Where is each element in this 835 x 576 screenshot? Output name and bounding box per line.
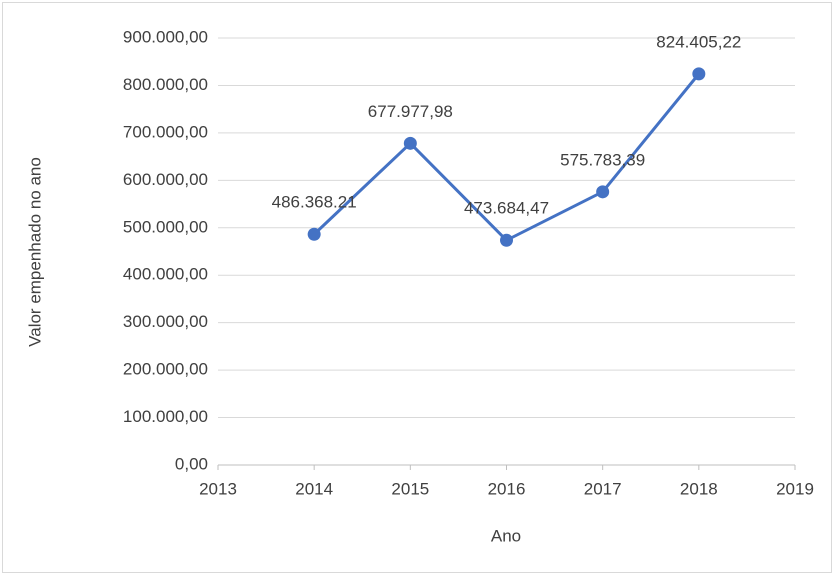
marker	[307, 227, 321, 241]
y-tick-label: 400.000,00	[123, 265, 208, 284]
x-tick-label: 2016	[488, 479, 526, 498]
data-label: 575.783,39	[560, 150, 645, 169]
data-label: 824.405,22	[656, 32, 741, 51]
y-tick-label: 0,00	[175, 454, 208, 473]
y-tick-label: 200.000,00	[123, 360, 208, 379]
data-label: 486.368.21	[272, 193, 357, 212]
y-tick-label: 500.000,00	[123, 217, 208, 236]
marker	[692, 67, 706, 81]
y-tick-label: 700.000,00	[123, 122, 208, 141]
y-tick-label: 100.000,00	[123, 407, 208, 426]
y-tick-label: 600.000,00	[123, 170, 208, 189]
x-tick-label: 2019	[776, 479, 814, 498]
data-label: 677.977,98	[368, 102, 453, 121]
y-tick-label: 800.000,00	[123, 75, 208, 94]
x-tick-label: 2018	[680, 479, 718, 498]
marker	[500, 233, 513, 247]
marker	[596, 185, 610, 199]
x-tick-label: 2014	[295, 479, 333, 498]
data-label: 473.684,47	[464, 199, 549, 218]
y-tick-label: 900.000,00	[123, 27, 208, 46]
y-tick-label: 300.000,00	[123, 312, 208, 331]
x-tick-label: 2015	[391, 479, 429, 498]
x-tick-label: 2013	[199, 479, 237, 498]
x-tick-label: 2017	[584, 479, 622, 498]
x-axis-title: Ano	[491, 526, 521, 545]
y-axis-title: Valor empenhado no ano	[25, 157, 44, 347]
marker	[403, 136, 417, 150]
